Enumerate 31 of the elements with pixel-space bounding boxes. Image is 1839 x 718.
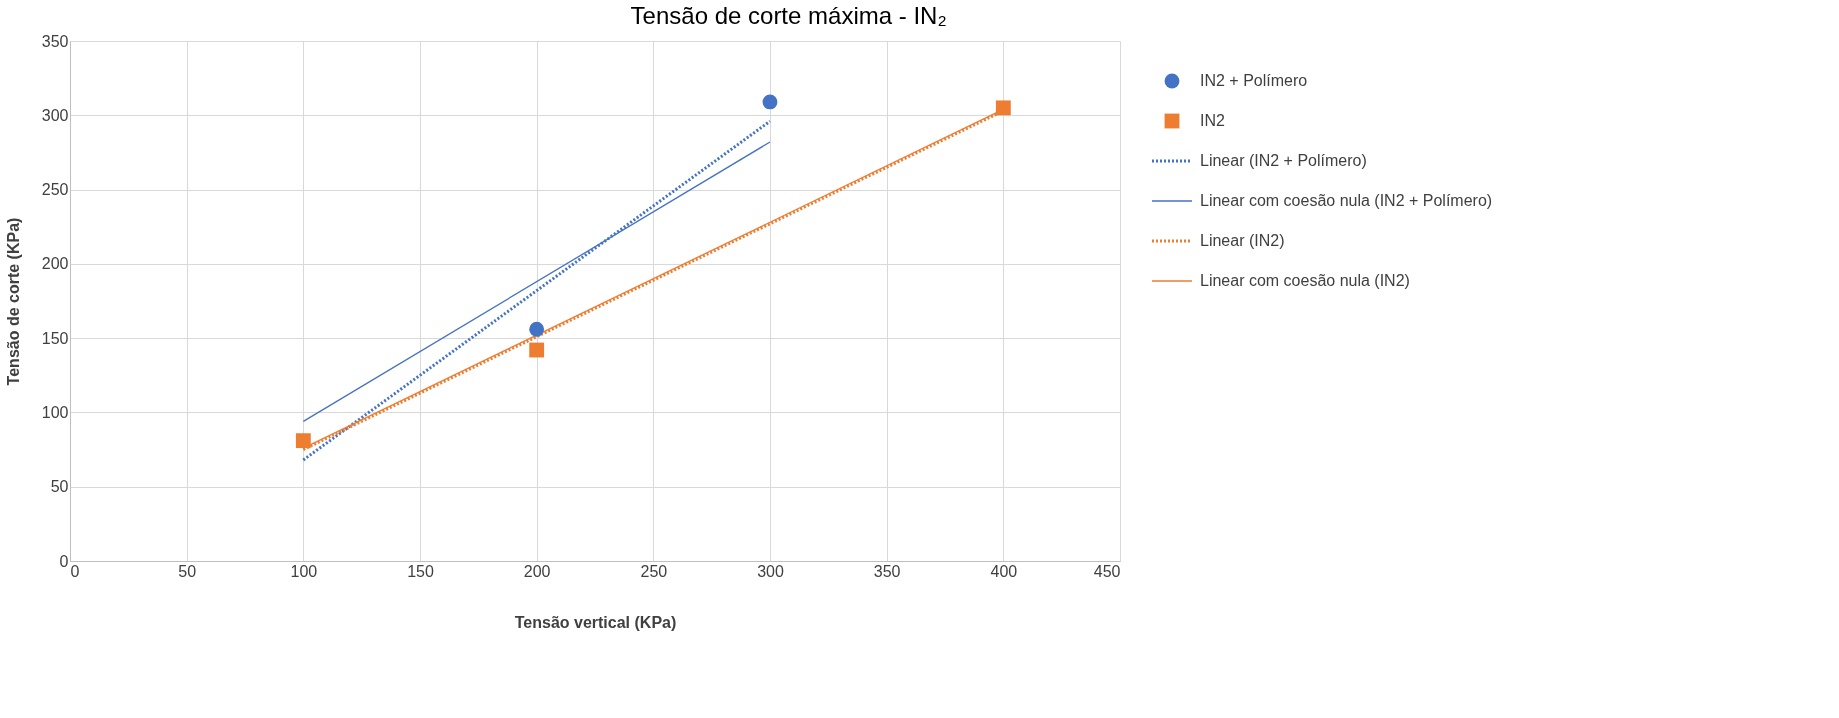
x-tick-label: 50	[178, 562, 197, 580]
y-tick-label: 150	[41, 329, 69, 347]
x-tick-label: 200	[523, 562, 551, 580]
x-tick-label: 150	[407, 562, 434, 580]
x-tick-label: 300	[757, 562, 784, 580]
point	[762, 94, 778, 110]
x-tick-label: 100	[290, 562, 318, 580]
x-tick-label: 250	[640, 562, 668, 580]
legend-label: Linear (IN2)	[1200, 232, 1285, 249]
x-tick-label: 350	[873, 562, 901, 580]
x-tick-label: 0	[70, 562, 80, 580]
point	[995, 100, 1011, 116]
chart-title: Tensão de corte máxima - IN₂	[630, 2, 947, 29]
point	[295, 433, 311, 449]
x-tick-label: 450	[1093, 562, 1121, 580]
y-tick-label: 300	[41, 106, 69, 124]
legend-label: Linear com coesão nula (IN2)	[1200, 272, 1410, 289]
y-tick-label: 100	[41, 403, 69, 421]
legend-label: IN2	[1200, 112, 1225, 129]
point	[529, 321, 545, 337]
legend-label: Linear com coesão nula (IN2 + Polímero)	[1200, 192, 1493, 209]
y-tick-label: 250	[41, 181, 69, 199]
legend-label: Linear (IN2 + Polímero)	[1200, 152, 1367, 169]
legend-label: IN2 + Polímero	[1200, 72, 1308, 89]
y-tick-label: 200	[41, 255, 69, 273]
point	[529, 342, 545, 358]
x-axis-title: Tensão vertical (KPa)	[514, 613, 677, 631]
y-tick-label: 350	[41, 32, 69, 50]
y-tick-label: 50	[50, 478, 69, 496]
x-tick-label: 400	[990, 562, 1018, 580]
y-axis-title: Tensão de corte (KPa)	[4, 217, 22, 386]
